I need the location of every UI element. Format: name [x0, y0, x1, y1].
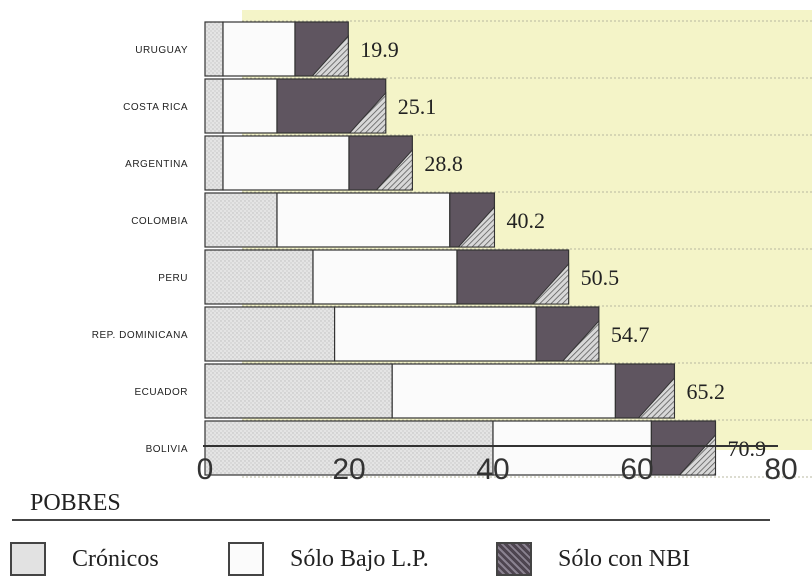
bar-cronicos — [204, 135, 224, 191]
category-label: ECUADOR — [134, 387, 188, 398]
x-tick-labels: 0 20 40 60 80 — [197, 453, 798, 486]
bar-cronicos — [204, 363, 393, 419]
bars-group — [204, 21, 717, 476]
category-label: PERU — [158, 273, 188, 284]
bar-bajo-lp — [222, 135, 350, 191]
category-label: URUGUAY — [135, 45, 188, 56]
category-labels: URUGUAY COSTA RICA ARGENTINA COLOMBIA PERU RE… — [92, 45, 188, 455]
bar-bajo-lp — [222, 78, 278, 134]
total-label: 40.2 — [506, 208, 545, 233]
x-tick-label: 80 — [764, 453, 797, 486]
bar-cronicos — [204, 21, 224, 77]
bar-cronicos — [204, 249, 314, 305]
category-label: REP. DOMINICANA — [92, 330, 188, 341]
bar-nbi-hatch — [531, 262, 570, 305]
x-tick-label: 0 — [197, 453, 214, 486]
bar-bajo-lp — [222, 21, 296, 77]
category-label: COLOMBIA — [131, 216, 188, 227]
legend-divider — [12, 519, 770, 521]
bar-bajo-lp — [492, 420, 652, 476]
total-label: 28.8 — [424, 151, 463, 176]
x-tick-label: 40 — [476, 453, 509, 486]
bar-cronicos — [204, 192, 278, 248]
bar-cronicos — [204, 78, 224, 134]
bar-cronicos — [204, 420, 494, 476]
total-label: 19.9 — [360, 37, 399, 62]
bar-nbi-hatch — [375, 148, 413, 191]
total-label: 70.9 — [727, 436, 766, 461]
total-label: 25.1 — [398, 94, 437, 119]
total-label: 54.7 — [611, 322, 650, 347]
bar-bajo-lp — [391, 363, 617, 419]
bar-nbi-hatch — [311, 34, 349, 77]
bar-nbi-hatch — [348, 91, 387, 134]
legend-item-cronicos: Crónicos — [10, 540, 159, 578]
legend-title: POBRES — [30, 490, 121, 516]
bar-bajo-lp — [312, 249, 458, 305]
legend-label-cronicos: Crónicos — [72, 545, 159, 572]
category-label: ARGENTINA — [125, 159, 188, 170]
legend-item-nbi: Sólo con NBI — [496, 540, 690, 578]
x-tick-label: 60 — [620, 453, 653, 486]
legend-label-bajo-lp: Sólo Bajo L.P. — [290, 545, 429, 572]
bar-cronicos — [204, 306, 336, 362]
bar-nbi-hatch — [457, 205, 495, 248]
category-label: BOLIVIA — [146, 444, 188, 455]
legend-item-bajo-lp: Sólo Bajo L.P. — [228, 540, 429, 578]
total-labels: 19.9 25.1 28.8 40.2 50.5 54.7 65.2 70.9 — [360, 37, 766, 461]
legend-swatch-nbi — [496, 542, 532, 576]
legend-swatch-cronicos — [10, 542, 46, 576]
legend-swatch-bajo-lp — [228, 542, 264, 576]
bar-nbi-hatch — [561, 319, 600, 362]
category-label: COSTA RICA — [123, 102, 188, 113]
bar-bajo-lp — [276, 192, 451, 248]
bar-bajo-lp — [334, 306, 537, 362]
total-label: 50.5 — [581, 265, 620, 290]
gridlines — [242, 20, 812, 478]
total-label: 65.2 — [686, 379, 725, 404]
bar-nbi-hatch — [637, 376, 675, 419]
x-tick-label: 20 — [332, 453, 365, 486]
legend-label-nbi: Sólo con NBI — [558, 545, 690, 572]
